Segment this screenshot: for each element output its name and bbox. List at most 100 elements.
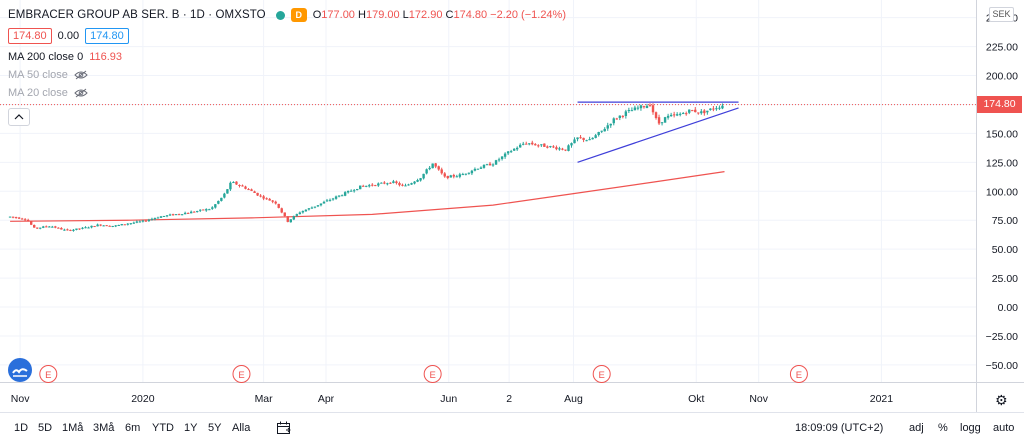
candle-body [567,145,570,151]
candle-body [546,146,549,148]
candle-body [374,185,377,187]
candle-body [286,216,289,222]
candle-body [114,225,117,227]
candle-body [627,110,631,112]
candle-body [395,181,398,184]
clock-readout[interactable]: 18:09:09 (UTC+2) [795,422,884,434]
candle-body [573,139,576,144]
percent-toggle[interactable]: % [938,422,948,434]
event-marker-label: E [599,370,605,381]
candle-body [289,219,292,223]
candle-body [531,142,534,145]
candle-body [648,105,652,107]
candle-body [99,224,102,226]
timeframe-all[interactable]: Alla [232,422,251,434]
event-marker-label: E [429,370,435,381]
candle-body [500,156,504,159]
hidden-eye-icon[interactable] [74,70,88,80]
timeframe-6m[interactable]: 6m [125,422,141,434]
candle-body [159,216,163,218]
earnings-event-marker[interactable]: E [232,365,251,383]
buy-price-box[interactable]: 174.80 [85,28,129,44]
candle-body [407,184,410,186]
candle-body [26,219,30,222]
y-tick-label: 200.00 [986,71,1018,83]
candle-body [413,181,416,184]
candle-body [377,183,380,186]
auto-toggle[interactable]: auto [993,422,1015,434]
candle-body [93,226,96,228]
candle-body [72,229,75,231]
candle-body [645,105,649,109]
candle-body [304,209,308,212]
candle-body [316,205,320,207]
x-tick-label: 2 [506,393,512,405]
data-badge: D [290,8,307,22]
candle-body [96,224,99,227]
candle-body [609,123,612,126]
candle-body [156,217,160,219]
hidden-eye-icon[interactable] [74,88,88,98]
candle-body [416,180,419,182]
candle-body [404,185,407,187]
earnings-event-marker[interactable]: E [789,365,808,383]
date-range-icon[interactable] [276,421,292,435]
high-key: H [358,9,366,21]
ma50-row[interactable]: MA 50 close [8,66,566,84]
currency-label[interactable]: SEK [989,7,1014,22]
collapse-legend-button[interactable] [8,108,30,126]
x-tick-label: Aug [564,393,583,405]
ma20-label: MA 20 close [8,87,68,99]
timeframe-1ma[interactable]: 1Må [62,422,84,434]
candle-body [721,105,724,109]
timeframe-3ma[interactable]: 3Må [93,422,115,434]
earnings-event-marker[interactable]: E [592,365,611,383]
low-value: 172.90 [408,9,443,21]
candle-body [682,113,685,115]
tradingview-logo-icon[interactable] [8,358,32,382]
candle-body [537,145,540,147]
candle-body [259,195,262,197]
timeframe-1d[interactable]: 1D [14,422,29,434]
candle-body [144,220,148,222]
candle-body [334,196,338,199]
x-tick-label: Mar [255,393,274,405]
candle-body [298,212,302,215]
candle-body [518,144,522,148]
candle-body [437,166,440,170]
ma20-row[interactable]: MA 20 close [8,84,566,102]
candle-body [688,109,691,113]
candle-body [392,181,395,184]
timeframe-5y[interactable]: 5Y [208,422,222,434]
timeframe-ytd[interactable]: YTD [152,422,174,434]
earnings-event-marker[interactable]: E [423,365,442,383]
candle-body [540,144,543,146]
candle-body [220,197,223,201]
ma200-row[interactable]: MA 200 close 0 116.93 [8,48,566,66]
symbol-title[interactable]: EMBRACER GROUP AB SER. B · 1D · OMXSTO [8,9,266,21]
candle-body [425,169,428,174]
candle-body [473,168,477,171]
last-price-tag: 174.80 [977,96,1022,113]
sell-price-box[interactable]: 174.80 [8,28,52,44]
adj-toggle[interactable]: adj [909,422,924,434]
candle-body [561,148,564,150]
y-tick-label: −50.00 [986,360,1019,372]
candle-body [703,110,706,114]
candle-body [639,105,643,109]
candle-body [54,226,57,228]
price-chart[interactable]: 250.00225.00200.00175.00150.00125.00100.… [0,0,1024,412]
log-toggle[interactable]: logg [960,422,981,434]
candle-body [383,182,386,184]
candle-body [386,183,389,185]
candle-body [310,207,314,209]
candle-body [549,146,552,148]
candle-body [591,137,594,140]
timeframe-1y[interactable]: 1Y [184,422,198,434]
timeframe-5d[interactable]: 5D [38,422,53,434]
gear-icon[interactable]: ⚙ [995,392,1008,408]
earnings-event-marker[interactable]: E [39,365,58,383]
y-tick-label: 25.00 [992,273,1018,285]
candle-body [250,189,253,191]
candle-body [120,224,123,226]
